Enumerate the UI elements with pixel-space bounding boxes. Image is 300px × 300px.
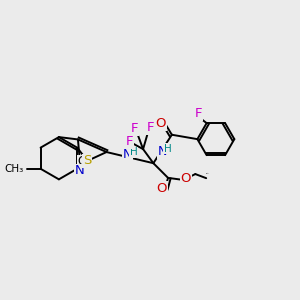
Text: O: O [180,172,191,185]
Text: F: F [195,107,202,120]
Text: CH₃: CH₃ [4,164,24,174]
Text: S: S [83,154,92,167]
Text: ethyl: ethyl [206,172,209,173]
Text: F: F [131,122,139,135]
Text: F: F [125,135,133,148]
Text: C: C [78,155,86,168]
Text: O: O [156,117,166,130]
Text: H: H [164,143,171,154]
Text: F: F [147,121,154,134]
Text: O: O [156,182,167,195]
Text: H: H [130,147,138,157]
Text: N: N [158,145,167,158]
Text: N: N [74,164,84,177]
Text: N: N [123,148,132,161]
